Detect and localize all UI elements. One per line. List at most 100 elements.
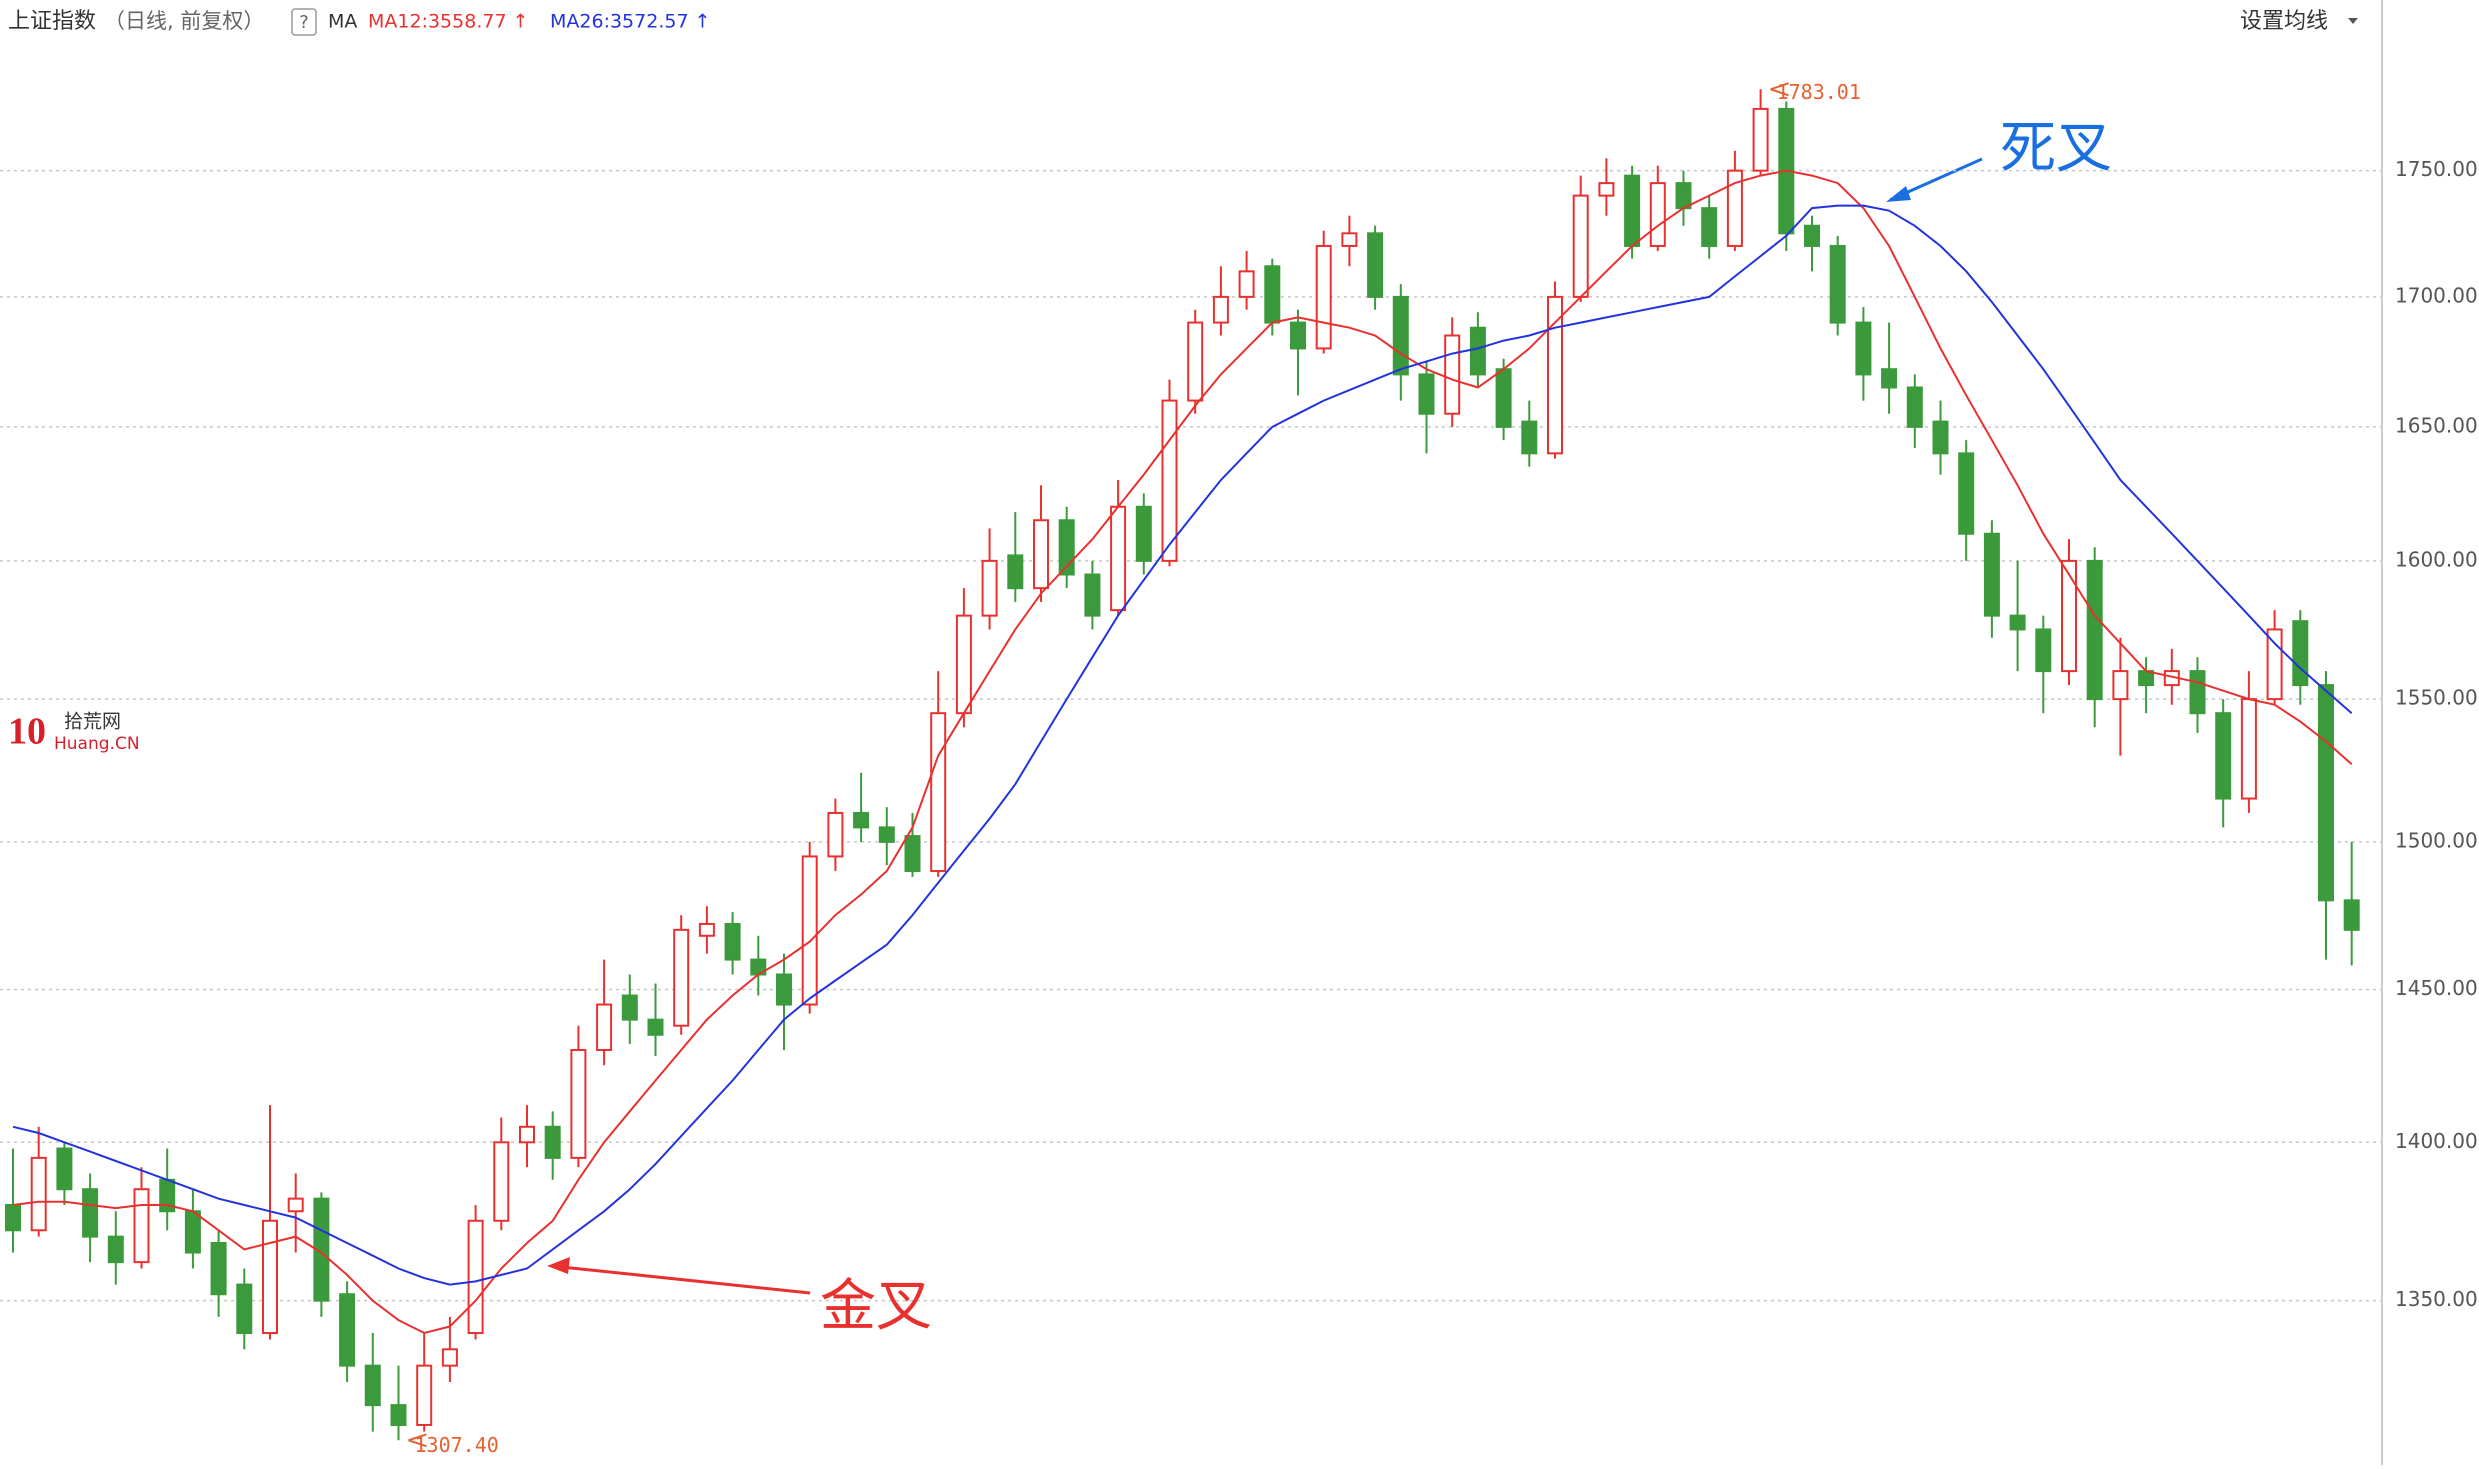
extreme-label: 1783.01 [1777,80,1861,104]
candle-body [827,811,844,858]
candle-body [1547,295,1563,455]
legend-entry: MA26:3572.57 ↑ [550,11,711,33]
y-tick-label: 1350.00 [2395,1287,2478,1311]
y-tick-label: 1650.00 [2395,413,2478,437]
candle-body [673,928,690,1027]
candle-body [262,1219,278,1335]
candle-body [2138,670,2155,687]
extreme-marker [408,1433,427,1448]
candle-body [596,1003,613,1051]
candle-body [313,1197,330,1302]
candle-body [621,994,638,1021]
candle-body [2112,670,2129,701]
candle-body [981,559,998,617]
legend-entry: MA12:3558.77 ↑ [368,11,529,33]
candle-body [1135,505,1152,562]
candle-body [1341,232,1358,247]
candle-body [776,973,792,1006]
candle-body [1290,321,1306,350]
candle-body [570,1048,587,1159]
candle-body [1521,420,1538,455]
candle-body [1649,182,1666,247]
candle-body [1804,224,1820,247]
candle-body [1058,519,1075,576]
candle-body [1033,519,1049,590]
candle-body [2266,628,2283,701]
candle-body [416,1364,433,1426]
candle-body [647,1018,664,1036]
candle-body [1932,420,1949,455]
candle-body [5,1203,21,1232]
watermark-logo: 10 [8,711,46,753]
candle-body [1572,194,1589,298]
candle-body [1007,554,1024,590]
cross-label: 死叉 [2000,116,2112,181]
y-tick-label: 1750.00 [2395,157,2478,181]
y-tick-label: 1700.00 [2395,283,2478,307]
golden-cross-arrow [551,1264,811,1295]
candle-body [236,1283,253,1335]
candle-body [1084,573,1101,617]
candle-body [107,1235,124,1264]
candle-body [2240,698,2257,800]
watermark-site: 拾荒网 [64,711,121,733]
ma-line [12,169,2353,1335]
ma-line [12,204,2353,1286]
y-tick-label: 1400.00 [2395,1129,2478,1153]
candle-body [2189,670,2206,715]
death-cross-arrowhead [1886,186,1911,202]
golden-cross-arrowhead [547,1257,570,1274]
candle-body [1983,532,2000,617]
candle-body [82,1188,99,1238]
help-icon[interactable]: ? [299,12,309,33]
watermark: 10 拾荒网 Huang.CN [8,711,140,755]
extreme-label: 1307.40 [415,1433,499,1457]
candle-body [904,835,921,873]
candle-body [1110,505,1127,612]
candle-body [30,1156,47,1232]
indicator-label: MA [328,11,357,33]
candle-body [1418,373,1435,415]
candle-body [1469,326,1486,376]
candle-body [1392,295,1409,376]
help-box[interactable] [291,8,317,36]
candle-body [2035,628,2052,673]
candle-body [930,712,947,873]
candle-body [441,1348,458,1367]
candle-body [1598,182,1615,197]
extreme-marker [1770,82,1789,97]
candle-body [1161,399,1178,562]
candle-body [1238,270,1255,298]
candle-body [2061,559,2077,673]
candle-body [56,1147,73,1191]
candle-body [2318,684,2334,902]
candle-body [1829,244,1846,324]
candle-body [698,922,715,937]
candle-body [1444,334,1461,415]
candle-body [1495,368,1512,428]
candle-body [878,826,895,843]
dropdown-caret[interactable] [2348,18,2358,24]
candle-body [1958,452,1975,535]
candle-body [133,1188,150,1264]
candle-body [2086,559,2103,701]
candle-body [390,1404,407,1426]
candle-body [1367,232,1384,298]
candle-body [2292,620,2309,687]
candle-body [1701,207,1718,247]
y-tick-label: 1600.00 [2395,547,2478,571]
candle-body [1906,386,1923,428]
watermark-domain: Huang.CN [54,734,140,754]
candle-body [1675,182,1692,210]
y-tick-label: 1550.00 [2395,686,2478,710]
settings-button[interactable]: 设置均线 [2240,9,2328,34]
candle-body [2215,712,2232,800]
candle-body [1752,107,1769,172]
candle-body [1264,265,1281,324]
candle-body [493,1141,510,1222]
cross-label: 金叉 [820,1274,932,1339]
candle-body [467,1219,484,1335]
